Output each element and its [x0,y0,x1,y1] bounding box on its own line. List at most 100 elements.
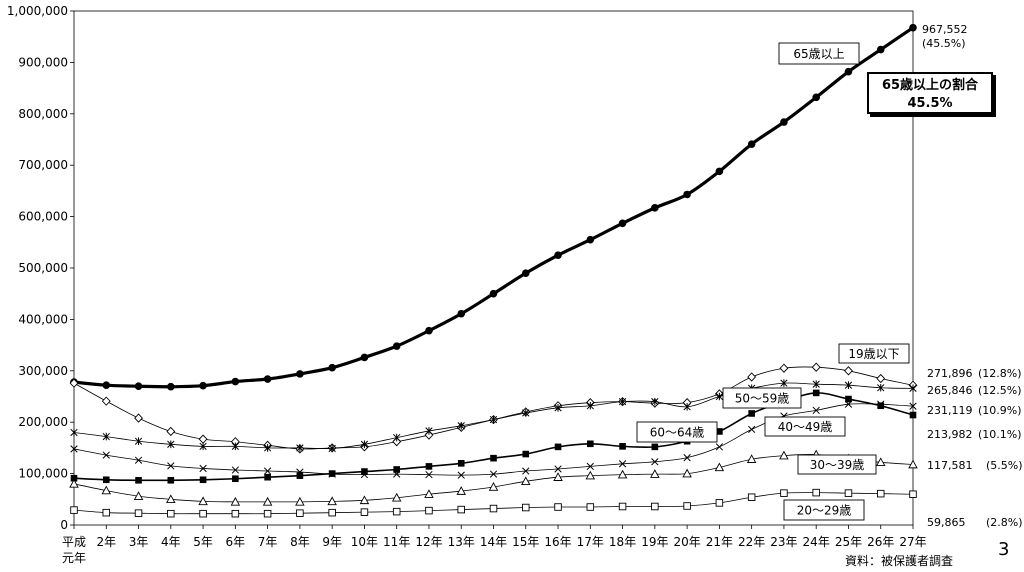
y-tick-label: 0 [60,518,68,532]
data-point [876,489,885,498]
series-label-box: 60〜64歳 [636,421,718,443]
y-tick-label: 100,000 [18,467,68,481]
data-point [102,508,111,517]
data-point [553,472,563,481]
data-point [457,471,465,479]
y-tick-label: 800,000 [18,107,68,121]
y-tick-label: 300,000 [18,364,68,378]
data-point [457,309,466,318]
x-tick-label: 24年 [803,535,830,549]
data-point [618,219,627,228]
series-name: 20〜29歳 [797,504,852,518]
data-point [425,470,433,479]
series-0 [70,23,917,391]
x-tick-label: 23年 [770,535,797,549]
data-point [166,494,176,504]
data-point [361,468,368,475]
data-point [296,472,304,479]
data-point [877,402,885,410]
data-point [651,204,659,212]
highlight-line2: 45.5% [907,96,953,111]
data-point [521,476,531,486]
y-tick-label: 600,000 [18,210,68,224]
data-point [263,444,272,452]
data-point [392,342,401,350]
x-tick-label: 14年 [480,535,507,549]
data-point [554,465,562,473]
series-3 [70,400,917,479]
data-point [554,443,562,451]
x-tick-label: 10年 [351,535,378,549]
series-6 [70,488,917,518]
data-point [587,440,594,448]
data-point [425,326,433,335]
data-point [651,397,659,406]
data-point [586,462,594,471]
data-point [231,466,239,474]
end-value-label: 117,581 [927,459,973,472]
data-point [522,409,530,417]
source-note: 資料：被保護者調査 [845,554,954,568]
x-tick-label: 7年 [258,535,278,549]
end-percent-label: (12.5%) [978,384,1022,397]
page-number: 3 [998,539,1010,560]
data-point [747,372,757,382]
end-percent-label: (45.5%) [922,37,966,50]
series-label-box: 65歳以上 [778,42,860,65]
series-5 [69,449,918,506]
x-tick-label: 19年 [641,535,668,549]
data-point [360,508,369,516]
data-point [909,411,917,419]
data-point [199,476,207,484]
end-value-label: 967,552 [922,23,968,36]
data-point [521,269,530,277]
data-point [683,454,691,462]
data-point [715,392,724,401]
series-label-box: 30〜39歳 [797,454,877,475]
data-point [135,476,142,484]
data-point [392,507,401,516]
data-point [232,475,239,483]
series-label-box: 50〜59歳 [722,387,802,409]
data-point [231,377,240,386]
series-line [73,26,914,389]
series-name: 19歳以下 [848,347,899,361]
data-point [296,444,304,452]
data-point [134,382,143,391]
data-point [198,496,208,506]
data-point [844,489,853,497]
data-point [134,456,143,464]
data-point [747,140,756,148]
end-value-label: 265,846 [927,384,973,397]
x-tick-label: 元年 [62,551,86,565]
data-point [845,395,852,403]
data-point [682,468,692,478]
data-point [199,464,207,473]
data-point [780,379,788,387]
data-point [393,433,401,442]
data-point [263,467,272,475]
x-tick-label: 6年 [226,535,246,549]
series-label-box: 40〜49歳 [764,416,846,437]
data-point [360,353,369,362]
x-tick-label: 3年 [129,535,149,549]
data-point [715,499,724,507]
x-tick-label: 12年 [415,535,442,549]
end-percent-label: (10.9%) [978,404,1022,417]
end-value-label: 213,982 [927,428,973,441]
y-axis-ticks: 0 100,000 200,000 300,000 400,000 500,000 600,… [7,4,74,532]
data-point [167,476,175,484]
data-point [231,509,240,518]
x-tick-label: 25年 [835,535,862,549]
data-point [747,493,756,501]
highlight-box: 65歳以上の割合 45.5% [867,72,993,114]
data-point [812,380,820,388]
data-point [69,478,79,488]
series-name: 60〜64歳 [650,426,705,440]
plot-frame [73,10,914,526]
data-point [522,467,530,475]
series-name: 65歳以上 [793,47,844,61]
data-point [490,454,497,462]
data-point [167,509,175,518]
